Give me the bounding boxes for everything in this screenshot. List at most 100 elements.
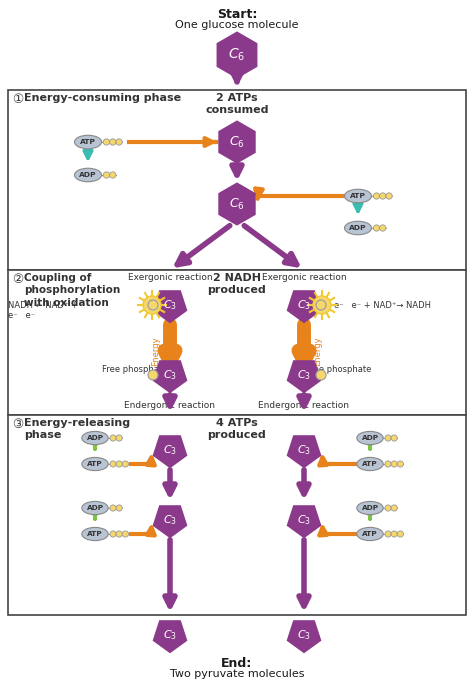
Text: End:: End:	[221, 657, 253, 670]
Circle shape	[374, 193, 380, 199]
Polygon shape	[288, 291, 320, 322]
Circle shape	[385, 461, 391, 467]
Text: Free phosphate: Free phosphate	[306, 366, 372, 375]
Ellipse shape	[345, 221, 372, 235]
Text: 4 ATPs
produced: 4 ATPs produced	[208, 418, 266, 440]
Text: ATP: ATP	[87, 461, 103, 467]
Text: Energy-releasing
phase: Energy-releasing phase	[24, 418, 130, 441]
Polygon shape	[288, 506, 320, 537]
Bar	[8, 415, 466, 615]
Ellipse shape	[357, 527, 383, 541]
Text: ADP: ADP	[362, 435, 379, 441]
Circle shape	[116, 435, 122, 441]
Circle shape	[116, 139, 122, 145]
Text: $C_6$: $C_6$	[229, 134, 245, 150]
Circle shape	[148, 370, 158, 380]
Text: 2 ATPs
consumed: 2 ATPs consumed	[205, 93, 269, 114]
Circle shape	[391, 461, 397, 467]
Text: Energy: Energy	[152, 336, 161, 366]
Circle shape	[116, 505, 122, 511]
Bar	[8, 270, 466, 415]
Text: Endergonic reaction: Endergonic reaction	[258, 401, 349, 410]
Ellipse shape	[82, 501, 108, 515]
Circle shape	[122, 461, 128, 467]
Text: Energy: Energy	[313, 336, 322, 366]
Text: $C_3$: $C_3$	[163, 443, 177, 457]
Text: $C_3$: $C_3$	[297, 443, 311, 457]
Circle shape	[109, 172, 116, 178]
Text: One glucose molecule: One glucose molecule	[175, 20, 299, 30]
Text: ADP: ADP	[86, 505, 103, 511]
Text: ATP: ATP	[362, 461, 378, 467]
Ellipse shape	[82, 458, 108, 471]
Circle shape	[148, 300, 158, 310]
Polygon shape	[219, 122, 255, 162]
Circle shape	[313, 296, 331, 314]
Text: $C_3$: $C_3$	[163, 368, 177, 382]
Ellipse shape	[82, 431, 108, 445]
Circle shape	[391, 505, 397, 511]
Text: ①: ①	[12, 93, 23, 106]
Text: $C_6$: $C_6$	[228, 47, 246, 63]
Polygon shape	[218, 33, 256, 77]
Text: $C_3$: $C_3$	[297, 628, 311, 642]
Circle shape	[397, 461, 403, 467]
Polygon shape	[288, 361, 320, 392]
Text: ATP: ATP	[350, 193, 366, 199]
Text: ADP: ADP	[362, 505, 379, 511]
Polygon shape	[154, 361, 186, 392]
Polygon shape	[288, 437, 320, 467]
Circle shape	[109, 139, 116, 145]
Circle shape	[116, 531, 122, 537]
Text: ADP: ADP	[86, 435, 103, 441]
Ellipse shape	[345, 189, 372, 203]
Text: e⁻   e⁻: e⁻ e⁻	[8, 311, 35, 319]
Polygon shape	[219, 184, 255, 224]
Text: NADH ← NAD⁺ +: NADH ← NAD⁺ +	[8, 300, 78, 309]
Text: Endergonic reaction: Endergonic reaction	[125, 401, 216, 410]
Text: Coupling of
phosphorylation
with oxidation: Coupling of phosphorylation with oxidati…	[24, 273, 120, 308]
Circle shape	[110, 435, 116, 441]
Bar	[8, 90, 466, 270]
Text: ATP: ATP	[80, 139, 96, 145]
Circle shape	[385, 505, 391, 511]
Circle shape	[385, 435, 391, 441]
Circle shape	[380, 225, 386, 231]
Polygon shape	[154, 621, 186, 652]
Text: e⁻   e⁻ + NAD⁺→ NADH: e⁻ e⁻ + NAD⁺→ NADH	[334, 300, 431, 309]
Circle shape	[374, 225, 380, 231]
Circle shape	[110, 461, 116, 467]
Circle shape	[316, 370, 326, 380]
Circle shape	[103, 172, 109, 178]
Text: Start:: Start:	[217, 8, 257, 21]
Text: ADP: ADP	[349, 225, 367, 231]
Circle shape	[386, 193, 392, 199]
Text: ③: ③	[12, 418, 23, 431]
Text: $C_3$: $C_3$	[297, 513, 311, 527]
Text: Free phosphate: Free phosphate	[102, 366, 168, 375]
Circle shape	[122, 531, 128, 537]
Circle shape	[143, 296, 161, 314]
Circle shape	[380, 193, 386, 199]
Ellipse shape	[74, 168, 101, 182]
Text: Exergonic reaction: Exergonic reaction	[128, 273, 212, 282]
Ellipse shape	[357, 458, 383, 471]
Polygon shape	[154, 291, 186, 322]
Text: $C_3$: $C_3$	[163, 513, 177, 527]
Ellipse shape	[357, 501, 383, 515]
Text: ADP: ADP	[79, 172, 97, 178]
Circle shape	[391, 435, 397, 441]
Text: $C_3$: $C_3$	[163, 298, 177, 312]
Polygon shape	[154, 437, 186, 467]
Text: $C_3$: $C_3$	[163, 628, 177, 642]
Text: $C_3$: $C_3$	[297, 298, 311, 312]
Circle shape	[397, 531, 403, 537]
Circle shape	[110, 505, 116, 511]
Ellipse shape	[74, 136, 101, 148]
Text: $C_6$: $C_6$	[229, 196, 245, 212]
Text: ②: ②	[12, 273, 23, 286]
Circle shape	[316, 300, 326, 310]
Text: Energy-consuming phase: Energy-consuming phase	[24, 93, 181, 103]
Text: ATP: ATP	[87, 531, 103, 537]
Text: Two pyruvate molecules: Two pyruvate molecules	[170, 669, 304, 679]
